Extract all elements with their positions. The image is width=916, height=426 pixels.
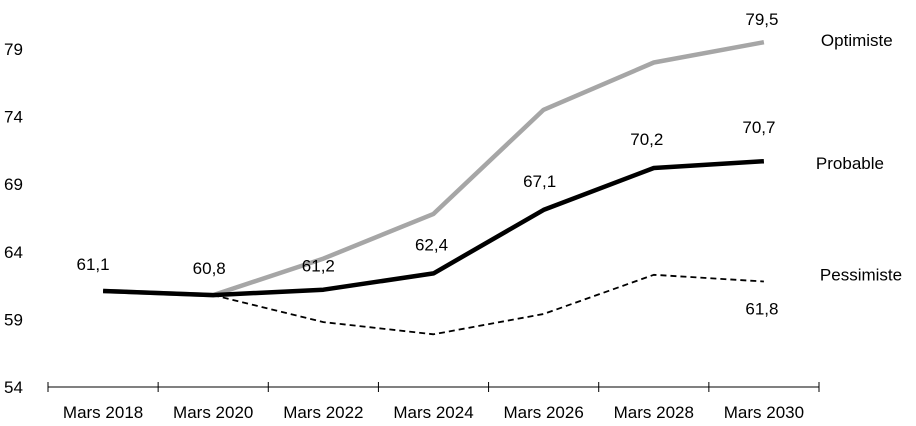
data-label: 61,2: [302, 257, 335, 276]
y-tick-label: 54: [4, 378, 23, 397]
data-label: 61,1: [77, 255, 110, 274]
x-tick-label: Mars 2024: [393, 403, 473, 422]
data-label: 79,5: [745, 10, 778, 29]
x-tick-label: Mars 2020: [173, 403, 253, 422]
y-tick-label: 59: [4, 310, 23, 329]
x-tick-label: Mars 2026: [503, 403, 583, 422]
y-tick-label: 64: [4, 243, 23, 262]
data-label: 70,7: [742, 118, 775, 137]
series-line-pessimiste: [103, 273, 764, 336]
y-tick-label: 79: [4, 40, 23, 59]
series-lines: [103, 39, 765, 336]
data-label: 67,1: [523, 172, 556, 191]
data-label: 70,2: [630, 130, 663, 149]
data-label: 61,8: [745, 300, 778, 319]
series-name-label: Optimiste: [821, 31, 893, 50]
data-label: 60,8: [193, 259, 226, 278]
axes: Mars 2018 Mars 2020 Mars 2022 Mars 2024 Mars…: [4, 40, 820, 422]
x-tick-label: Mars 2028: [614, 403, 694, 422]
x-tick-label: Mars 2022: [283, 403, 363, 422]
series-name-label: Probable: [816, 154, 884, 173]
x-tick-label: Mars 2018: [63, 403, 143, 422]
labels: 79,5 61,1 60,8 61,2 62,4 67,1 70,2 70,7 61,8 Opti…: [77, 10, 903, 318]
y-tick-label: 74: [4, 108, 23, 127]
data-label: 62,4: [415, 235, 448, 254]
y-tick-label: 69: [4, 175, 23, 194]
series-name-label: Pessimiste: [820, 266, 902, 285]
x-tick-label: Mars 2030: [724, 403, 804, 422]
